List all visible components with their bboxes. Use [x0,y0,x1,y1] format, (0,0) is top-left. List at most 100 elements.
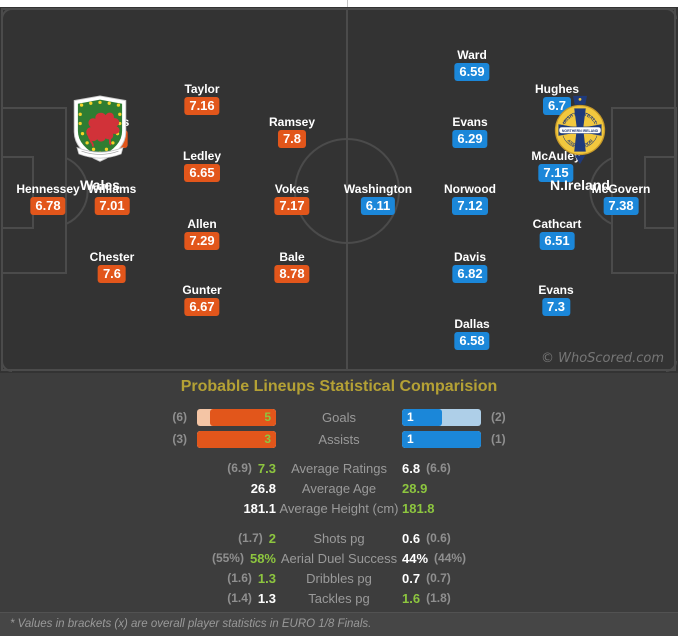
player-ledley[interactable]: Ledley 6.65 [183,149,221,182]
player-rating[interactable]: 6.7 [542,97,572,115]
stat-label: Dribbles pg [306,570,372,586]
player-rating[interactable]: 6.11 [360,197,396,215]
footnote: * Values in brackets (x) are overall pla… [0,612,678,636]
player-williams[interactable]: Williams 7.01 [88,182,136,215]
stat-label: Average Height (cm) [279,500,399,516]
stat-row-average-ratings: (6.9) 7.3 Average Ratings 6.8 (6.6) [0,458,678,478]
bar-rows: (6) 5 Goals 1 (2) (3) [0,407,678,449]
home-bracket: (6.9) [227,461,252,475]
home-value: 26.8 [250,480,276,496]
player-name: Bale [279,250,305,264]
home-goals-bar: 5 [197,408,276,426]
away-bracket: (1) [491,432,506,446]
player-name: Ledley [182,149,222,163]
player-cathcart[interactable]: Cathcart 6.51 [533,217,581,250]
home-value: 181.1 [243,500,276,516]
player-rating[interactable]: 6.29 [452,130,488,148]
stat-label: Shots pg [313,530,365,546]
player-ward[interactable]: Ward 6.59 [454,48,490,81]
player-rating[interactable]: 7.8 [277,130,307,148]
home-value: 5 [264,409,271,424]
player-evans-c[interactable]: Evans 6.29 [452,115,488,148]
player-mcgovern[interactable]: McGovern 7.38 [591,182,651,215]
player-rating[interactable]: 6.59 [454,63,490,81]
stat-row-goals: (6) 5 Goals 1 (2) [0,407,678,427]
player-ramsey[interactable]: Ramsey 7.8 [269,115,315,148]
player-hennessey[interactable]: Hennessey 6.78 [16,182,80,215]
player-rating[interactable]: 7.15 [538,164,574,182]
home-bracket: (6) [172,410,187,424]
away-value: 0.6 [402,530,421,546]
player-rating[interactable]: 6.78 [30,197,66,215]
player-rating[interactable]: 7.01 [94,197,130,215]
player-gunter[interactable]: Gunter 6.67 [182,283,222,316]
player-rating[interactable]: 6.82 [452,265,488,283]
player-hughes[interactable]: Hughes 6.7 [535,82,579,115]
player-rating[interactable]: 6.51 [539,232,575,250]
player-rating[interactable]: 8.78 [274,265,310,283]
stat-group-averages: (6.9) 7.3 Average Ratings 6.8 (6.6) 26.8… [0,458,678,518]
player-rating[interactable]: 7.38 [603,197,639,215]
player-name: Taylor [184,82,220,96]
player-norwood[interactable]: Norwood 7.12 [444,182,496,215]
stat-row-shots: (1.7) 2 Shots pg 0.6 (0.6) [0,528,678,548]
football-pitch: Hennessey 6.78 Davies 7.59 Williams 7.01… [0,7,678,373]
away-value: 1 [407,409,414,424]
player-washington[interactable]: Washington 6.11 [344,182,412,215]
stat-label: Average Age [301,480,377,496]
home-bracket: (55%) [211,551,244,565]
player-rating[interactable]: 7.6 [97,265,127,283]
home-bracket: (1.4) [227,591,252,605]
stat-row-assists: (3) 3 Assists 1 (1) [0,429,678,449]
player-rating[interactable]: 6.65 [184,164,220,182]
player-chester[interactable]: Chester 7.6 [89,250,135,283]
player-rating[interactable]: 7.3 [541,298,571,316]
away-bracket: (0.6) [426,531,451,545]
player-mcauley[interactable]: McAuley 7.15 [531,149,581,182]
lineup-comparison-widget: Hennessey 6.78 Davies 7.59 Williams 7.01… [0,7,678,636]
away-bracket: (2) [491,410,506,424]
player-taylor[interactable]: Taylor 7.16 [184,82,220,115]
whoscored-watermark[interactable]: © WhoScored.com [540,351,664,366]
player-name: Davis [453,250,487,264]
player-davis[interactable]: Davis 6.82 [452,250,488,283]
stat-row-aerial-duel: (55%) 58% Aerial Duel Success 44% (44%) [0,548,678,568]
player-bale[interactable]: Bale 8.78 [274,250,310,283]
panel-title: Probable Lineups Statistical Comparision [180,378,498,395]
away-assists-bar: 1 [402,430,481,448]
player-rating[interactable]: 6.58 [454,332,490,350]
home-value: 1.3 [257,590,276,606]
away-bracket: (1.8) [426,591,451,605]
away-value: 1.6 [402,590,421,606]
player-name: Ramsey [268,115,316,129]
player-rating[interactable]: 7.29 [184,232,220,250]
comparison-panel: Probable Lineups Statistical Comparision… [0,95,678,612]
player-rating[interactable]: 6.67 [184,298,220,316]
player-allen[interactable]: Allen 7.29 [184,217,220,250]
player-name: Hughes [534,82,580,96]
player-name: Ward [457,48,487,62]
stat-row-dribbles: (1.6) 1.3 Dribbles pg 0.7 (0.7) [0,568,678,588]
away-bracket: (44%) [434,551,467,565]
player-rating[interactable]: 7.17 [274,197,310,215]
home-value: 7.3 [257,460,276,476]
player-vokes[interactable]: Vokes 7.17 [274,182,310,215]
player-name: Hennessey [16,182,80,196]
player-name: Dallas [454,317,490,331]
player-rating[interactable]: 7.12 [452,197,488,215]
home-value: 58% [249,550,276,566]
home-bracket: (3) [172,432,187,446]
stat-row-average-age: 26.8 Average Age 28.9 [0,478,678,498]
home-bracket: (1.7) [238,531,263,545]
stat-label: Goals [322,409,356,425]
player-dallas[interactable]: Dallas 6.58 [454,317,490,350]
player-name: Chester [89,250,135,264]
player-evans-j[interactable]: Evans 7.3 [538,283,574,316]
home-value: 3 [264,431,271,446]
away-value: 181.8 [402,500,435,516]
home-bracket: (1.6) [227,571,252,585]
player-rating[interactable]: 7.16 [184,97,220,115]
away-value: 0.7 [402,570,421,586]
player-name: McGovern [591,182,651,196]
player-name: McAuley [531,149,581,163]
